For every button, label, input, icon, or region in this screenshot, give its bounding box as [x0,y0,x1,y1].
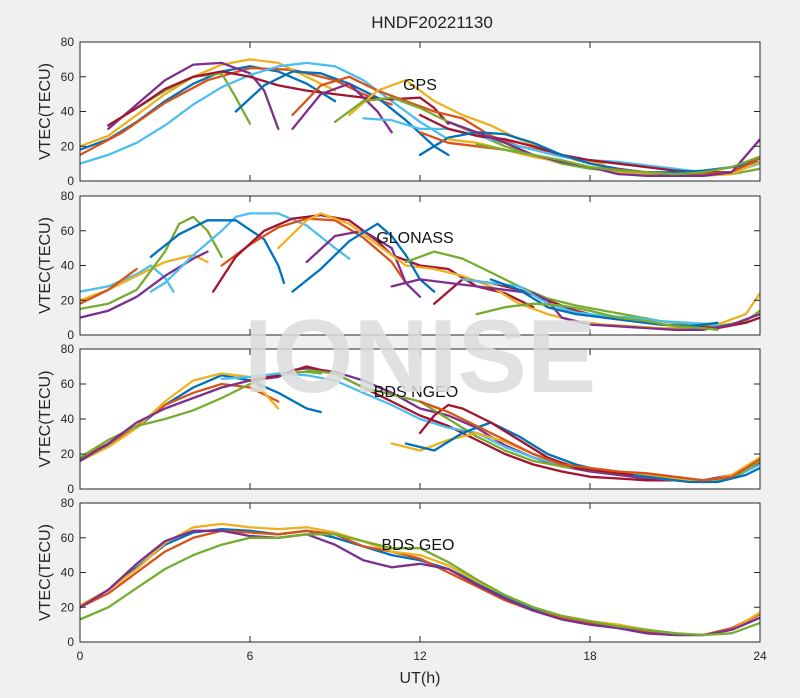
series-line [149,219,286,285]
series-line [80,372,280,463]
series-line [80,533,760,637]
x-axis-label: UT(h) [400,670,441,687]
series-line [80,215,223,311]
panel-annotation: GPS [403,77,437,94]
series-line [447,120,760,177]
y-axis-label: VTEC(TECU) [37,524,54,621]
series-group [80,212,760,331]
y-tick-label: 80 [61,496,75,510]
y-tick-label: 40 [61,259,75,273]
y-tick-label: 40 [61,412,75,426]
series-line [418,400,760,482]
plot-area [80,503,760,642]
series-group [80,58,760,177]
y-tick-label: 40 [61,566,75,580]
series-line [80,65,337,151]
series-line [291,222,436,293]
series-line [80,367,760,482]
y-tick-label: 60 [61,70,75,84]
x-tick-label: 24 [753,649,767,663]
panel-annotation: GLONASS [376,230,453,247]
series-line [475,143,760,176]
series-group [80,365,760,484]
watermark-text: IONISE [244,299,597,415]
y-tick-label: 20 [61,139,75,153]
y-tick-label: 80 [61,342,75,356]
y-tick-label: 80 [61,35,75,49]
series-line [291,75,549,153]
panel: 0 20 40 60 80 VTEC(TECU) GLONASS [37,189,761,342]
y-axis-label: VTEC(TECU) [37,217,54,314]
y-tick-label: 60 [61,531,75,545]
series-line [475,302,719,331]
y-tick-label: 40 [61,105,75,119]
series-line [305,229,422,298]
series-line [390,278,760,331]
panel-annotation: BDS GEO [382,537,455,554]
y-tick-label: 0 [67,174,74,188]
series-line [404,250,760,328]
y-tick-label: 20 [61,447,75,461]
series-line [107,70,450,127]
y-tick-label: 80 [61,189,75,203]
figure-title: HNDF20221130 [371,13,493,32]
y-axis-label: VTEC(TECU) [37,371,54,468]
y-tick-label: 20 [61,293,75,307]
series-line [220,217,407,285]
series-line [80,250,209,319]
series-group [80,522,760,637]
y-tick-label: 0 [67,635,74,649]
y-tick-label: 0 [67,328,74,342]
series-line [80,529,760,637]
series-line [80,529,760,637]
y-tick-label: 0 [67,482,74,496]
series-line [291,82,393,134]
x-tick-label: 0 [77,649,84,663]
x-tick-label: 6 [247,649,254,663]
panel-annotation: BDS NGEO [374,384,458,401]
y-axis-label: VTEC(TECU) [37,63,54,160]
panel: 0 20 40 60 80 VTEC(TECU) GPS [37,35,761,188]
series-line [80,267,138,305]
panel: 0 20 40 60 80 VTEC(TECU) BDS NGEO [37,342,761,496]
y-tick-label: 60 [61,377,75,391]
series-line [80,58,337,148]
x-tick-label: 12 [413,649,427,663]
series-line [149,212,351,293]
y-tick-label: 60 [61,224,75,238]
y-tick-label: 20 [61,600,75,614]
panel: 0 20 40 60 80 0 6 12 18 24 VTEC(TECU) BDS GEO [37,496,767,663]
x-tick-label: 18 [583,649,597,663]
